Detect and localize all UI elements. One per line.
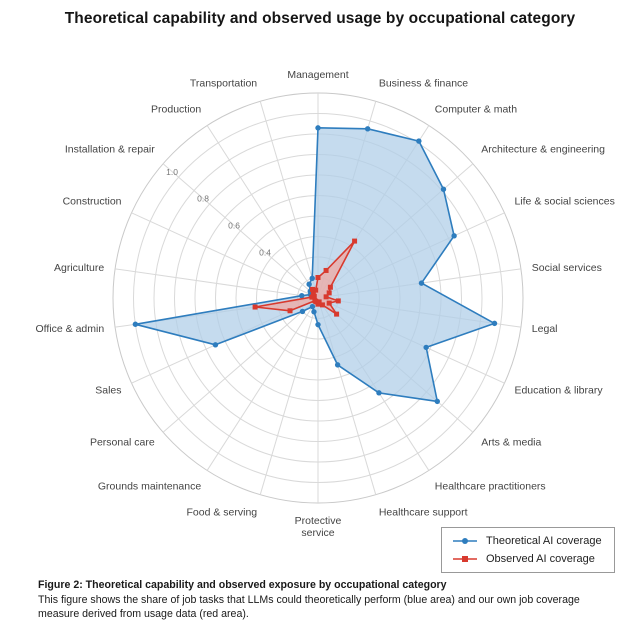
- series-marker-1: [309, 286, 315, 292]
- category-label: Business & finance: [379, 78, 468, 90]
- radial-tick-label: 0.4: [259, 247, 271, 257]
- grid-spoke: [115, 268, 319, 299]
- series-marker-1: [334, 311, 340, 317]
- grid-spoke: [206, 125, 319, 299]
- series-marker-1: [313, 287, 319, 293]
- series-marker-0: [334, 362, 341, 368]
- category-label: Education & library: [514, 385, 603, 397]
- grid-spoke: [259, 101, 319, 299]
- series-marker-0: [299, 292, 305, 299]
- series-marker-0: [451, 233, 457, 239]
- category-label: Office & admin: [36, 323, 105, 335]
- category-label: Management: [287, 69, 348, 81]
- grid-spoke: [131, 212, 319, 299]
- legend-marker-1: [462, 556, 468, 562]
- category-label: Grounds maintenance: [98, 481, 201, 493]
- series-marker-1: [312, 298, 318, 304]
- series-marker-1: [323, 267, 329, 273]
- legend-item-observed[interactable]: Observed AI coverage: [451, 553, 602, 565]
- legend-box: Theoretical AI coverage Observed AI cove…: [441, 527, 615, 573]
- caption-title: Figure 2: Theoretical capability and obs…: [38, 579, 447, 591]
- series-marker-0: [309, 303, 316, 310]
- category-label: Agriculture: [54, 262, 104, 274]
- series-marker-1: [352, 238, 358, 244]
- series-marker-0: [376, 390, 382, 396]
- category-label: Food & serving: [187, 506, 258, 518]
- series-marker-1: [335, 298, 341, 304]
- series-marker-1: [315, 275, 321, 280]
- series-marker-1: [326, 300, 332, 306]
- category-label: Life & social sciences: [514, 195, 614, 207]
- series-marker-0: [416, 138, 422, 144]
- category-label: Architecture & engineering: [481, 144, 605, 156]
- series-marker-0: [311, 309, 317, 315]
- series-marker-0: [418, 280, 425, 286]
- series-marker-0: [132, 321, 139, 327]
- legend-swatch-theoretical: [453, 538, 477, 544]
- legend-swatch-observed: [453, 556, 477, 562]
- series-marker-1: [323, 294, 329, 300]
- radial-tick-label: 0.6: [228, 220, 240, 230]
- figure-caption: Figure 2: Theoretical capability and obs…: [38, 578, 616, 622]
- category-label: Computer & math: [435, 103, 517, 115]
- category-label: Production: [151, 103, 201, 115]
- series-marker-0: [299, 308, 306, 315]
- series-marker-1: [327, 284, 333, 290]
- category-label: Legal: [532, 323, 558, 335]
- category-label: Protective service: [295, 515, 342, 539]
- series-marker-1: [287, 308, 293, 314]
- legend-label-theoretical: Theoretical AI coverage: [486, 535, 602, 547]
- category-label: Installation & repair: [65, 144, 155, 156]
- category-label: Healthcare support: [379, 506, 468, 518]
- category-label: Construction: [63, 195, 122, 207]
- category-label: Sales: [95, 385, 121, 397]
- series-marker-0: [309, 275, 315, 282]
- legend-item-theoretical[interactable]: Theoretical AI coverage: [451, 535, 602, 547]
- category-label: Personal care: [90, 436, 155, 448]
- series-marker-0: [315, 125, 321, 131]
- series-marker-0: [315, 321, 321, 328]
- series-marker-0: [434, 398, 440, 405]
- series-marker-1: [252, 304, 258, 310]
- legend-marker-0: [462, 538, 468, 544]
- caption-body: This figure shows the share of job tasks…: [38, 593, 580, 621]
- grid-spoke: [162, 163, 319, 299]
- series-marker-1: [319, 302, 325, 308]
- grid-spoke: [206, 297, 319, 471]
- grid-spoke: [162, 297, 319, 433]
- category-label: Arts & media: [481, 436, 541, 448]
- series-marker-0: [306, 281, 312, 287]
- chart-title: Theoretical capability and observed usag…: [64, 10, 576, 27]
- series-marker-0: [364, 126, 371, 132]
- category-label: Social services: [532, 262, 602, 274]
- radial-tick-label: 1.0: [166, 167, 178, 177]
- category-label: Healthcare practitioners: [435, 481, 546, 493]
- series-marker-1: [326, 290, 332, 296]
- legend-label-observed: Observed AI coverage: [486, 553, 595, 565]
- series-marker-0: [491, 320, 498, 327]
- series-marker-0: [423, 344, 429, 351]
- series-marker-0: [212, 342, 219, 348]
- series-marker-0: [440, 186, 447, 192]
- grid-spoke: [259, 297, 319, 495]
- category-label: Transportation: [190, 78, 257, 90]
- radial-tick-label: 0.8: [197, 194, 209, 204]
- series-marker-1: [310, 291, 316, 297]
